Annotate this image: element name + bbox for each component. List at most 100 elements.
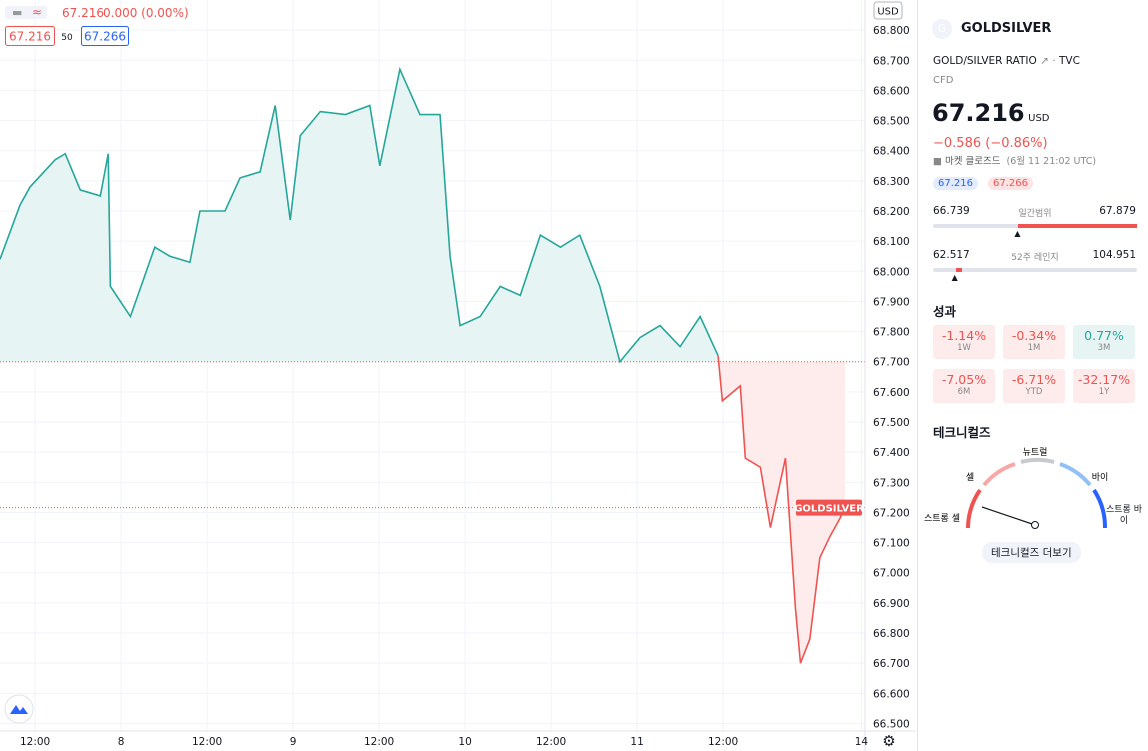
x-tick-label: 12:00 [20,736,50,748]
y-tick-label: 67.200 [873,507,910,519]
x-tick-label: 9 [290,736,297,748]
performance-value: -0.34% [1011,328,1057,343]
symbol[interactable]: GOLDSILVER [961,21,1052,36]
legend-icon[interactable] [5,6,47,19]
chart: USD ▬ ≈ 67.216 0.000 (0.00%) 67.216 50 6… [0,0,916,751]
performance-period: 3M [1097,343,1111,353]
performance-cell[interactable]: -6.71% YTD [1003,369,1065,403]
range-low: 62.517 [933,249,970,261]
unit-box[interactable] [873,1,903,20]
gauge-label: 스트롱 바 이 [1106,505,1142,526]
range-low: 66.739 [933,205,970,217]
y-tick-label: 66.500 [873,718,910,730]
range-track [933,268,1137,272]
gauge: 뉴트럴 셀 바이 스트롱 셀 [924,447,1108,529]
y-tick-label: 66.900 [873,598,910,610]
description[interactable]: GOLD/SILVER RATIO ↗ · TVC [933,55,1080,67]
sidebar: G GOLDSILVER GOLD/SILVER RATIO ↗ · TVC C… [917,0,1148,751]
price: 67.216 [932,99,1025,127]
performance-value: 0.77% [1084,328,1124,343]
performance-value: -7.05% [941,372,987,387]
range-marker: ▲ [1014,229,1021,238]
gauge-label: 스트롱 셀 [924,513,960,524]
area-fill [718,355,845,664]
bid: 67.216 [933,177,978,190]
gauge-arc [1092,488,1108,529]
range-marker: ▲ [951,273,958,282]
price-tag-label: GOLDSILVER [794,504,864,515]
y-tick-label: 67.600 [873,387,910,399]
logo [10,705,28,714]
performance-cell[interactable]: -32.17% 1Y [1073,369,1135,403]
performance-value: -6.71% [1011,372,1057,387]
performance-period: 1W [957,343,971,353]
x-tick-label: 12:00 [192,736,222,748]
y-tick-label: 66.800 [873,628,910,640]
exchange: TVC [1058,55,1080,67]
bid: 67.216 [9,30,51,44]
y-tick-label: 68.300 [873,176,910,188]
unit: USD [877,7,899,18]
performance-value: -32.17% [1077,372,1131,387]
technicals-button[interactable]: 테크니컬즈 더보기 [982,542,1081,563]
y-tick-label: 67.800 [873,327,910,339]
x-tick-label: 8 [118,736,125,748]
x-tick-label: 14 [855,736,869,748]
price-tag [796,499,862,516]
area-fill [0,69,719,362]
y-tick-label: 67.500 [873,417,910,429]
y-tick-label: 68.600 [873,85,910,97]
legend-icon: ≈ [32,5,42,19]
gauge-arc [1020,458,1055,464]
y-tick-label: 67.300 [873,477,910,489]
y-tick-label: 68.200 [873,206,910,218]
logo[interactable] [4,694,34,724]
ask-box[interactable] [81,26,129,46]
x-tick-label: 11 [630,736,643,748]
legend-icon: ▬ [12,6,22,19]
currency: USD [1028,113,1050,124]
range-label: 일간범위 [1018,209,1052,219]
ask: 67.266 [988,177,1033,190]
gauge-arc [966,488,982,529]
y-tick-label: 67.900 [873,296,910,308]
price-line [0,66,719,364]
performance-cell[interactable]: -0.34% 1M [1003,325,1065,359]
range-high: 104.951 [1092,249,1136,261]
performance-period: YTD [1025,387,1043,397]
performance-cell[interactable]: 0.77% 3M [1073,325,1135,359]
quote: 67.216 USD [932,99,1050,127]
x-tick-label: 12:00 [364,736,394,748]
y-tick-label: 67.000 [873,568,910,580]
change: −0.586 (−0.86%) [933,136,1048,151]
range-bar [1018,224,1137,228]
performance-cell[interactable]: -1.14% 1W [933,325,995,359]
y-tick-label: 67.700 [873,357,910,369]
spread: 50 [61,33,73,43]
y-tick-label: 68.500 [873,116,910,128]
legend: ▬ ≈ 67.216 0.000 (0.00%) 67.216 50 67.26… [5,5,189,46]
description-text: GOLD/SILVER RATIO [933,55,1037,67]
y-tick-label: 68.700 [873,55,910,67]
bid-box[interactable] [5,26,55,46]
gauge-arc [982,462,1016,487]
x-tick-label: 12:00 [708,736,738,748]
link-icon: ↗ · [1040,55,1056,67]
settings-icon[interactable]: ⚙ [882,732,895,750]
x-tick-label: 10 [458,736,471,748]
performance-value: -1.14% [941,328,987,343]
y-tick-label: 68.400 [873,146,910,158]
symbol-icon: G [932,19,952,39]
range-high: 67.879 [1099,205,1136,217]
x-tick-label: 12:00 [536,736,566,748]
performance-title: 성과 [933,304,957,319]
performance-period: 6M [957,387,971,397]
gauge-label: 셀 [966,472,974,483]
performance-cell[interactable]: -7.05% 6M [933,369,995,403]
status: ■ 마켓 클로즈드 (6월 11 21:02 UTC) [933,156,1097,167]
technicals-title: 테크니컬즈 [933,425,991,440]
status-text: 마켓 클로즈드 [945,156,1001,167]
kind: CFD [933,75,954,86]
gauge-label: 뉴트럴 [1023,447,1048,458]
